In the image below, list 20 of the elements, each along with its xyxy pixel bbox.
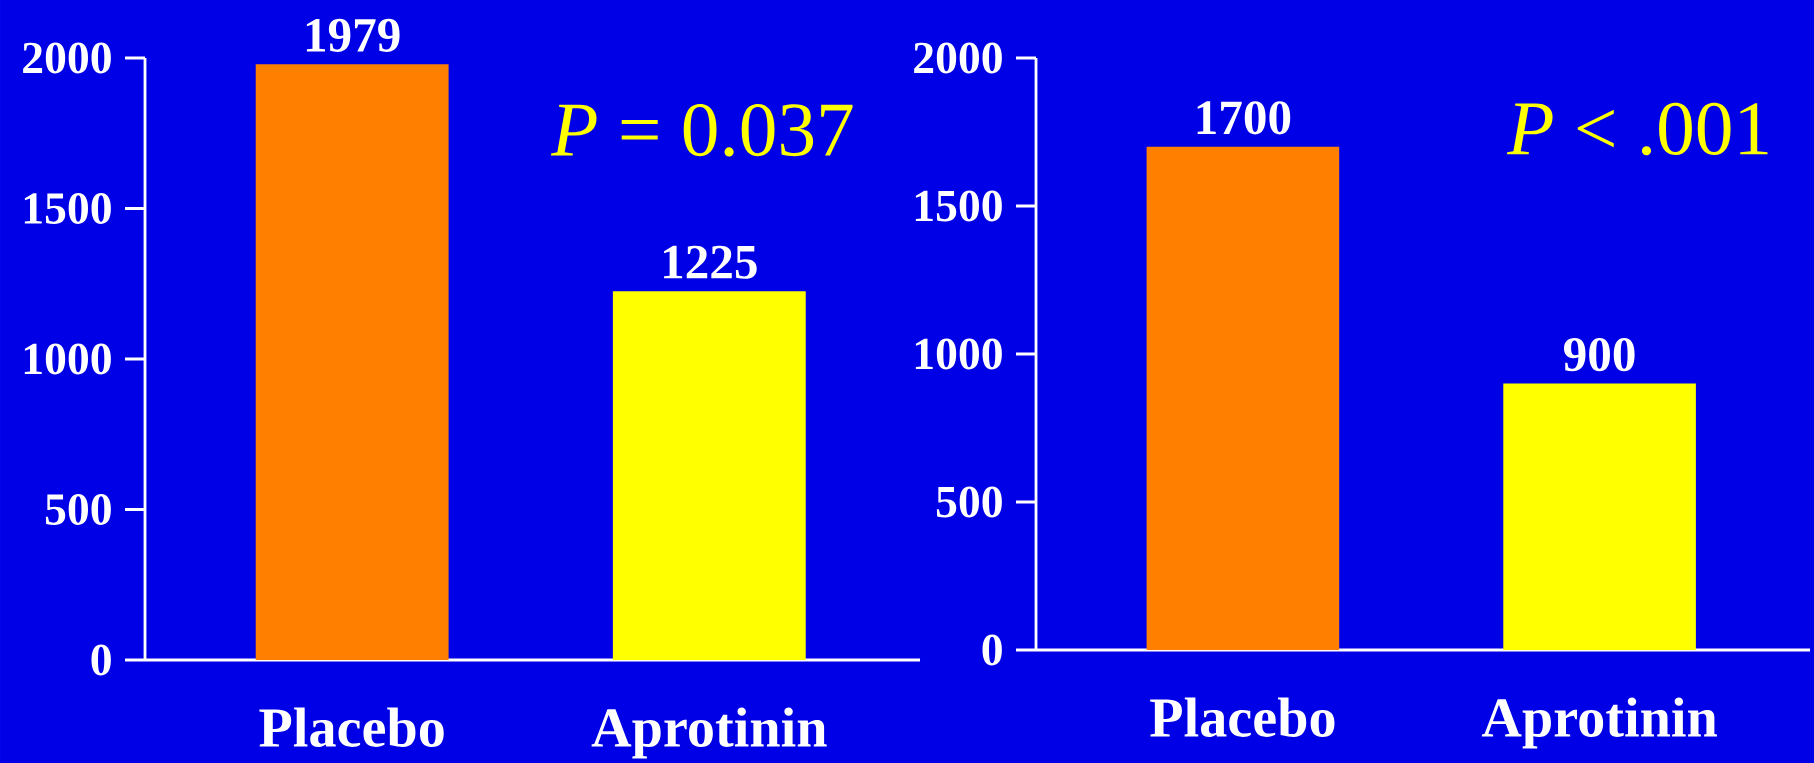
y-tick-label: 1500 (24, 193, 111, 224)
y-tick-label: 1500 (915, 190, 1002, 222)
y-tick-label: 2000 (23, 42, 111, 74)
y-tick-label: 2000 (914, 42, 1002, 74)
x-tick-label: Placebo (259, 707, 444, 747)
x-tick-label: Placebo (1150, 697, 1335, 737)
y-tick-label: 1000 (915, 338, 1002, 370)
data-label: 1700 (1197, 101, 1291, 135)
y-tick-label: 500 (45, 494, 111, 525)
y-tick-label: 0 (982, 634, 1002, 666)
data-label: 1225 (664, 245, 757, 279)
y-tick-label: 1000 (24, 343, 111, 375)
x-tick-label: Aprotinin (591, 707, 827, 759)
x-tick-label: Aprotinin (1481, 697, 1717, 749)
annotation: P = 0.037 (550, 103, 853, 157)
data-label: 900 (1564, 337, 1635, 372)
y-tick-label: 0 (91, 644, 111, 676)
annotation: P < .001 (1506, 102, 1768, 156)
y-tick-label: 500 (936, 486, 1002, 518)
data-label: 1979 (306, 18, 400, 52)
